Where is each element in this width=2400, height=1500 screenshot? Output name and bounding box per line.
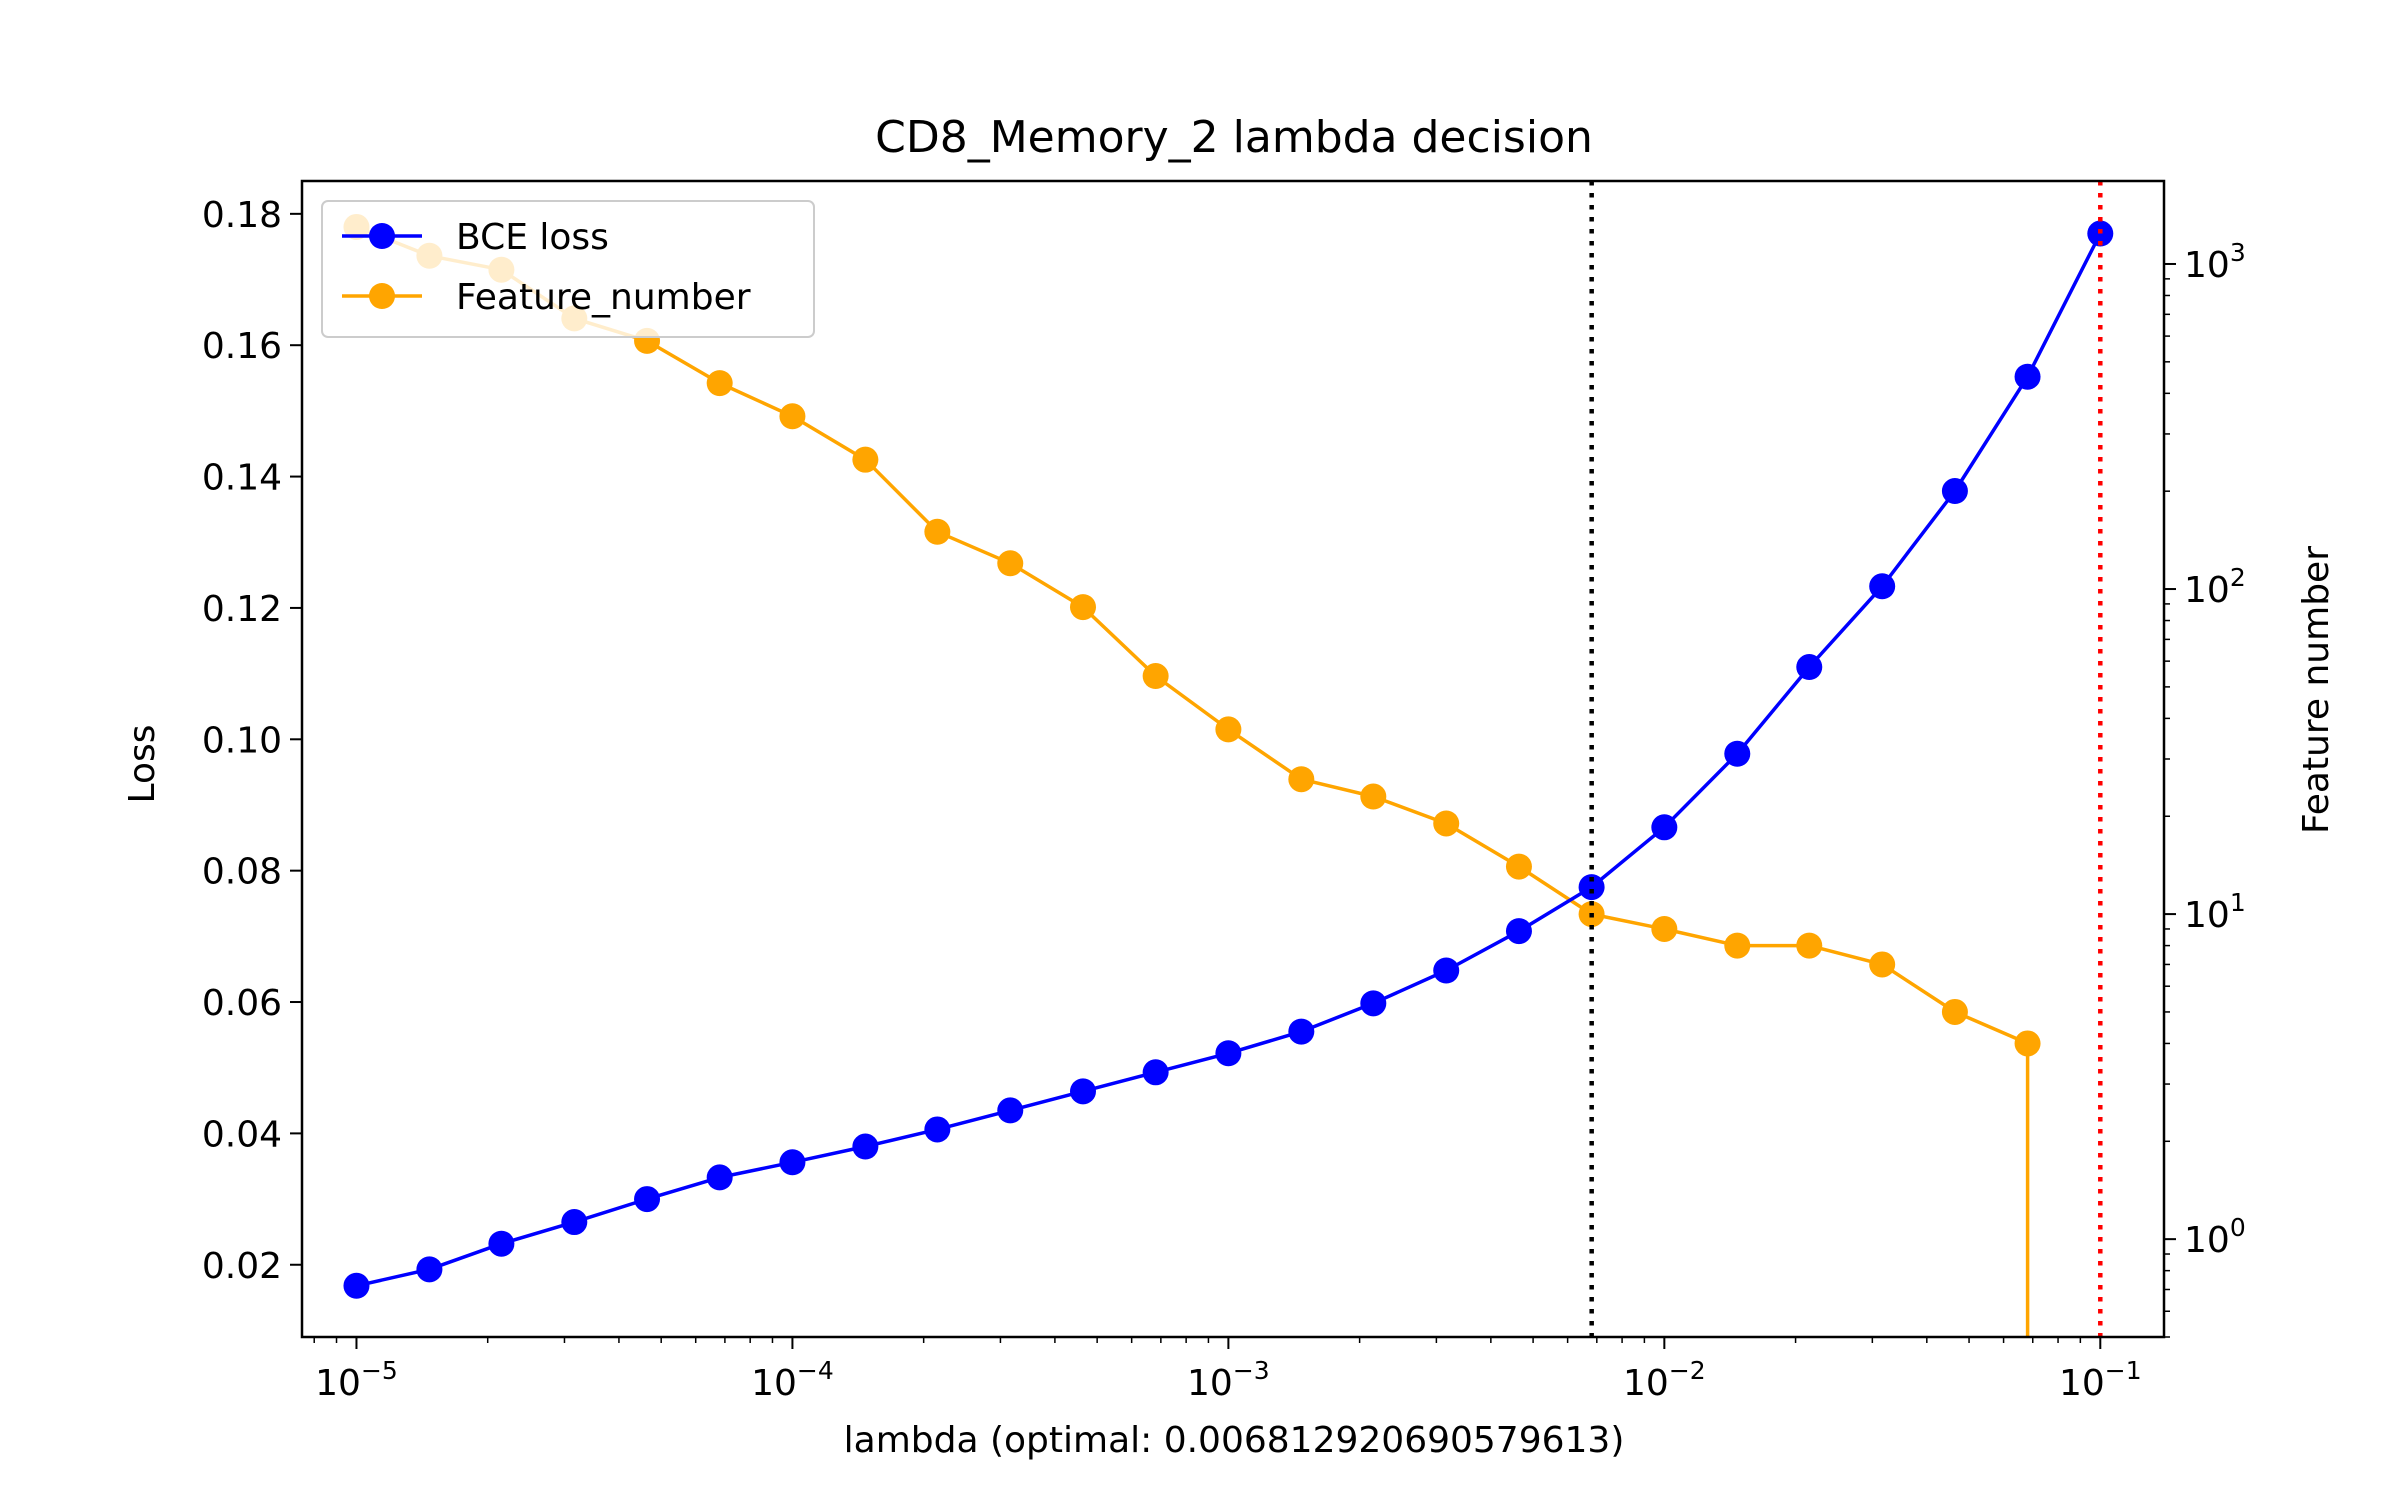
bce-loss-point — [488, 1230, 515, 1257]
bce-loss-point — [706, 1164, 733, 1191]
x-tick-label: 10−1 — [2059, 1356, 2142, 1404]
bce-loss-point — [1360, 990, 1387, 1017]
bce-loss-point — [852, 1133, 879, 1160]
series-feature-number — [343, 213, 2041, 1337]
y-left-tick-label: 0.04 — [202, 1114, 282, 1155]
plot-frame — [300, 179, 2166, 1339]
legend-marker — [369, 223, 395, 249]
y-axis-right: 100 101 102 103 — [2164, 238, 2246, 1338]
feature-number-point — [1724, 932, 1751, 959]
bce-loss-point — [1142, 1059, 1169, 1086]
y-right-tick-label: 100 — [2184, 1213, 2246, 1261]
legend-label: BCE loss — [456, 217, 609, 258]
bce-loss-point — [634, 1186, 661, 1213]
bce-loss-point — [416, 1256, 443, 1283]
bce-loss-point — [924, 1116, 951, 1143]
y-axis-left-label: Loss — [122, 725, 163, 804]
feature-number-point — [1142, 663, 1169, 690]
bce-loss-point — [1069, 1078, 1096, 1105]
feature-number-point — [852, 446, 879, 473]
bce-loss-point — [779, 1149, 806, 1176]
bce-loss-line — [356, 232, 2102, 1288]
feature-number-point — [1869, 951, 1896, 978]
y-axis-right-label: Feature number — [2296, 546, 2337, 834]
y-right-tick-label: 102 — [2184, 563, 2246, 611]
bce-loss-point — [2087, 220, 2114, 247]
feature-number-point — [1360, 783, 1387, 810]
feature-number-point — [706, 370, 733, 397]
feature-number-point — [2014, 1030, 2041, 1057]
bce-loss-point — [1578, 874, 1605, 901]
feature-number-point — [1215, 716, 1242, 743]
x-axis: 10−5 10−4 10−3 10−2 10−1 — [313, 1337, 2142, 1404]
plot-area — [343, 181, 2114, 1337]
feature-number-point — [1651, 915, 1678, 942]
feature-number-point — [1433, 810, 1460, 837]
y-right-tick-label: 103 — [2184, 238, 2246, 286]
y-axis-left: 0.02 0.04 0.06 0.08 0.10 0.12 0.14 0.16 0.18 — [202, 195, 302, 1287]
x-axis-label: lambda (optimal: 0.006812920690579613) — [844, 1420, 1625, 1461]
y-left-tick-label: 0.10 — [202, 720, 282, 761]
feature-number-point — [997, 550, 1024, 577]
y-right-tick-label: 101 — [2184, 888, 2246, 936]
legend-box — [321, 200, 815, 338]
legend-entry-bce-loss: BCE loss — [342, 217, 609, 258]
series-bce-loss — [343, 220, 2114, 1299]
feature-number-point — [779, 403, 806, 430]
y-left-tick-label: 0.16 — [202, 326, 282, 367]
bce-loss-point — [1288, 1018, 1315, 1045]
bce-loss-point — [1215, 1040, 1242, 1067]
feature-number-point — [1288, 766, 1315, 793]
bce-loss-point — [1869, 573, 1896, 600]
bce-loss-point — [1941, 478, 1968, 505]
y-left-tick-label: 0.12 — [202, 589, 282, 630]
y-left-tick-label: 0.08 — [202, 852, 282, 893]
y-left-tick-label: 0.02 — [202, 1246, 282, 1287]
bce-loss-point — [1724, 740, 1751, 767]
y-left-tick-label: 0.18 — [202, 195, 282, 236]
x-tick-label: 10−5 — [315, 1356, 398, 1404]
legend: BCE loss Feature_number — [321, 200, 815, 338]
legend-label: Feature_number — [456, 277, 751, 318]
bce-loss-point — [1651, 814, 1678, 841]
feature-number-point — [1069, 594, 1096, 621]
y-left-tick-label: 0.06 — [202, 983, 282, 1024]
chart-title: CD8_Memory_2 lambda decision — [875, 112, 1593, 163]
bce-loss-point — [1433, 957, 1460, 984]
feature-number-point — [1505, 853, 1532, 880]
bce-loss-point — [997, 1097, 1024, 1124]
feature-number-point — [924, 518, 951, 545]
bce-loss-point — [343, 1272, 370, 1299]
legend-marker — [369, 283, 395, 309]
x-tick-label: 10−4 — [751, 1356, 834, 1404]
legend-entry-feature-number: Feature_number — [342, 277, 751, 318]
bce-loss-point — [561, 1209, 588, 1236]
feature-number-point — [1796, 932, 1823, 959]
plot-contents — [343, 181, 2114, 1337]
bce-loss-point — [1505, 918, 1532, 945]
bce-loss-point — [1796, 654, 1823, 681]
feature-number-point — [1941, 998, 1968, 1025]
y-left-tick-label: 0.14 — [202, 458, 282, 499]
bce-loss-point — [2014, 363, 2041, 390]
x-tick-label: 10−3 — [1187, 1356, 1270, 1404]
x-tick-label: 10−2 — [1623, 1356, 1706, 1404]
